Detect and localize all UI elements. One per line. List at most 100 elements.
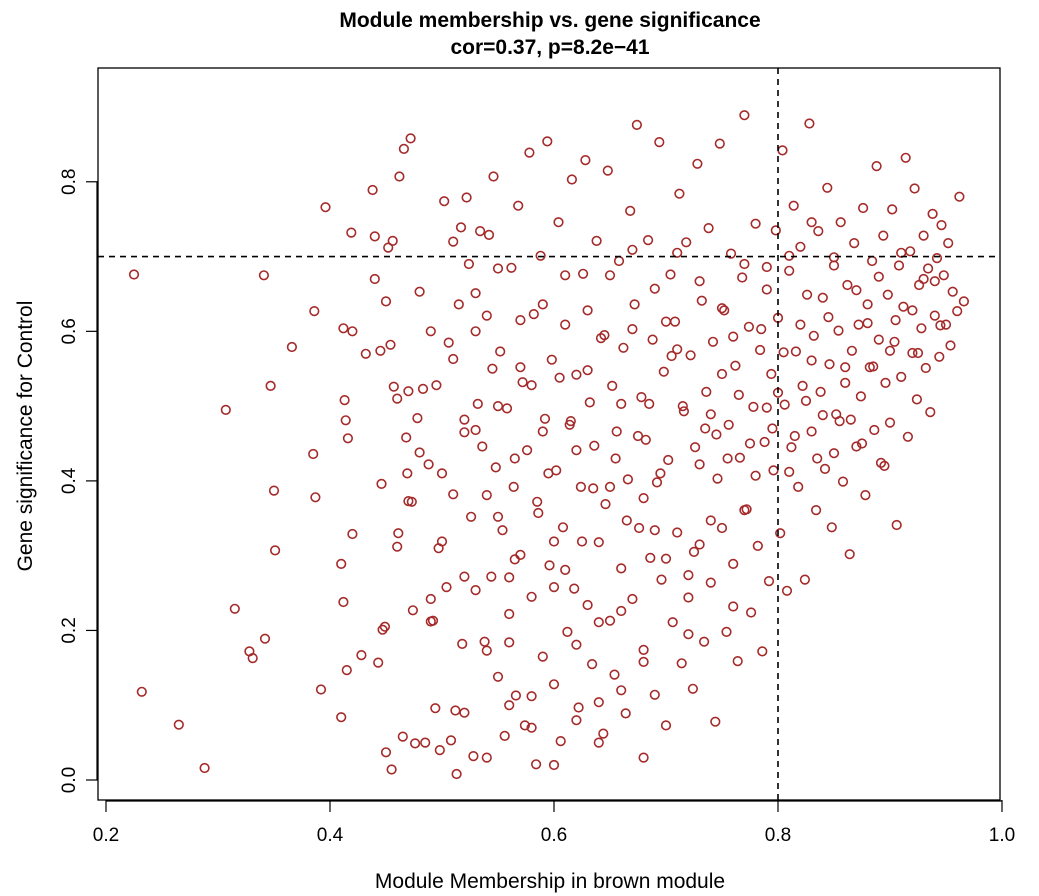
data-point [636, 392, 647, 403]
data-point [414, 286, 425, 297]
data-point [732, 655, 743, 667]
data-point [268, 485, 280, 496]
data-point [856, 438, 868, 449]
data-point [707, 336, 719, 347]
data-point [501, 403, 513, 414]
data-point [845, 414, 856, 425]
data-point [683, 592, 694, 603]
data-point [439, 196, 450, 207]
data-point [806, 426, 817, 437]
data-point [716, 522, 728, 534]
data-point [698, 636, 710, 647]
data-point [929, 310, 940, 321]
y-tick-label: 0.0 [59, 767, 80, 793]
data-point [902, 431, 914, 442]
data-point [475, 226, 486, 237]
data-point [660, 316, 672, 327]
data-point [286, 341, 298, 353]
data-point [457, 638, 468, 650]
data-point [443, 337, 454, 348]
data-point [373, 657, 384, 668]
data-point [509, 554, 520, 565]
data-point [515, 315, 526, 326]
data-point [265, 380, 276, 392]
data-point [938, 270, 949, 281]
data-point [401, 432, 412, 443]
data-point [728, 601, 739, 612]
data-point [672, 527, 683, 538]
y-tick-label: 0.4 [59, 467, 80, 494]
data-point [797, 380, 808, 392]
data-point [575, 481, 587, 493]
data-point [925, 407, 936, 418]
data-point [912, 347, 924, 359]
data-point [677, 401, 688, 412]
data-point [309, 306, 320, 317]
data-point [761, 261, 772, 273]
data-point [761, 402, 772, 413]
x-axis-label: Module Membership in brown module [375, 870, 725, 893]
data-point [676, 658, 687, 669]
data-point [625, 205, 636, 216]
data-point [537, 651, 548, 662]
data-point [800, 395, 812, 407]
data-point [347, 326, 358, 337]
data-point [573, 702, 584, 713]
data-point [879, 460, 890, 472]
data-point [828, 448, 840, 459]
data-point [609, 669, 620, 680]
data-point [945, 340, 956, 351]
data-point [840, 362, 851, 373]
data-point [795, 241, 806, 252]
data-point [461, 192, 472, 203]
data-point [356, 649, 367, 661]
data-point [247, 652, 258, 664]
data-point [663, 454, 674, 466]
data-point [434, 744, 445, 756]
data-point [553, 217, 564, 228]
data-point [788, 200, 799, 211]
data-point [716, 368, 728, 380]
data-point [616, 605, 627, 617]
data-point [627, 593, 638, 605]
data-point [721, 626, 732, 638]
data-point [593, 537, 604, 548]
data-point [887, 204, 898, 215]
data-point [487, 363, 498, 374]
data-point [369, 231, 380, 242]
y-tick-label: 0.6 [59, 318, 80, 344]
data-point [700, 423, 711, 434]
data-point [927, 208, 938, 219]
data-point [508, 481, 519, 493]
data-point [580, 155, 591, 166]
data-point [789, 430, 800, 442]
data-point [666, 350, 677, 362]
y-tick-label: 0.2 [59, 617, 80, 643]
data-point [947, 286, 958, 297]
data-point [504, 572, 515, 583]
data-point [544, 560, 555, 571]
data-point [407, 605, 419, 616]
data-point [651, 477, 663, 488]
data-point [649, 283, 660, 294]
data-point [667, 617, 678, 628]
data-point [436, 536, 448, 547]
data-point [571, 445, 582, 456]
data-point [824, 359, 835, 370]
data-point [425, 326, 436, 337]
data-point [703, 223, 714, 234]
data-point [532, 496, 543, 507]
data-point [565, 416, 576, 427]
data-point [394, 171, 405, 182]
data-point [466, 511, 477, 522]
data-point [521, 445, 533, 456]
data-point [629, 299, 640, 310]
data-point [481, 752, 492, 763]
data-point [719, 305, 730, 316]
data-point [784, 466, 795, 478]
data-point [878, 230, 889, 241]
data-point [826, 522, 837, 533]
data-point [448, 353, 459, 365]
data-point [759, 436, 770, 448]
data-point [739, 505, 750, 516]
